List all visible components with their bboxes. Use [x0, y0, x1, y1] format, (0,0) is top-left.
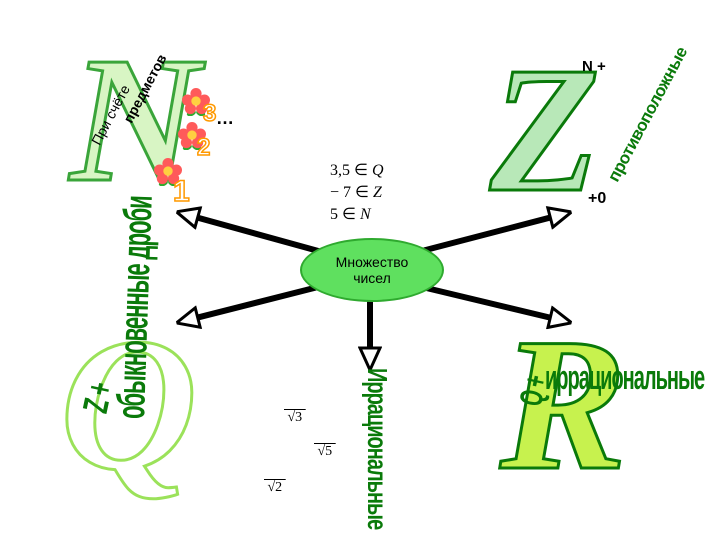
center-ellipse: Множествочисел: [300, 238, 444, 302]
z-diag-label: противоположные: [604, 44, 692, 186]
letter-R: R: [500, 310, 627, 500]
q-label-2: обыкновенные дроби: [108, 195, 163, 419]
irr-label: Иррациональные: [359, 368, 391, 529]
z-bottom-label: +0: [588, 190, 606, 208]
z-top-label: N +: [582, 58, 606, 75]
r-label-2: иррациональные: [545, 360, 704, 399]
